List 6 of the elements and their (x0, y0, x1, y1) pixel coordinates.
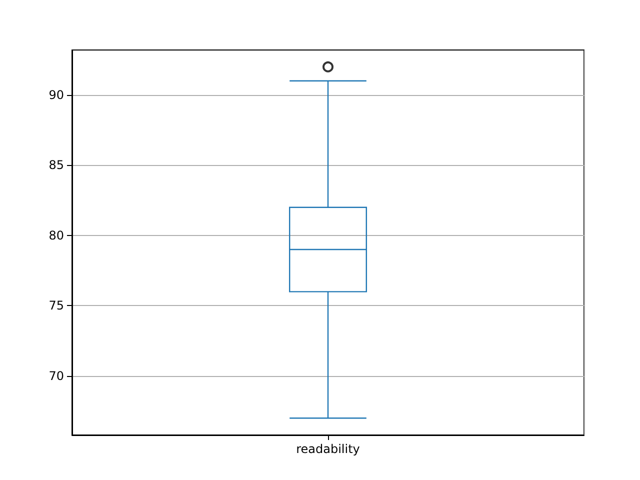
y-tick-label: 80 (48, 228, 64, 242)
y-tick-label: 90 (48, 88, 64, 102)
y-tick-label: 75 (48, 298, 64, 313)
x-tick-label: readability (296, 442, 360, 456)
y-tick-label: 70 (48, 368, 64, 383)
y-tick-label: 85 (48, 158, 64, 172)
